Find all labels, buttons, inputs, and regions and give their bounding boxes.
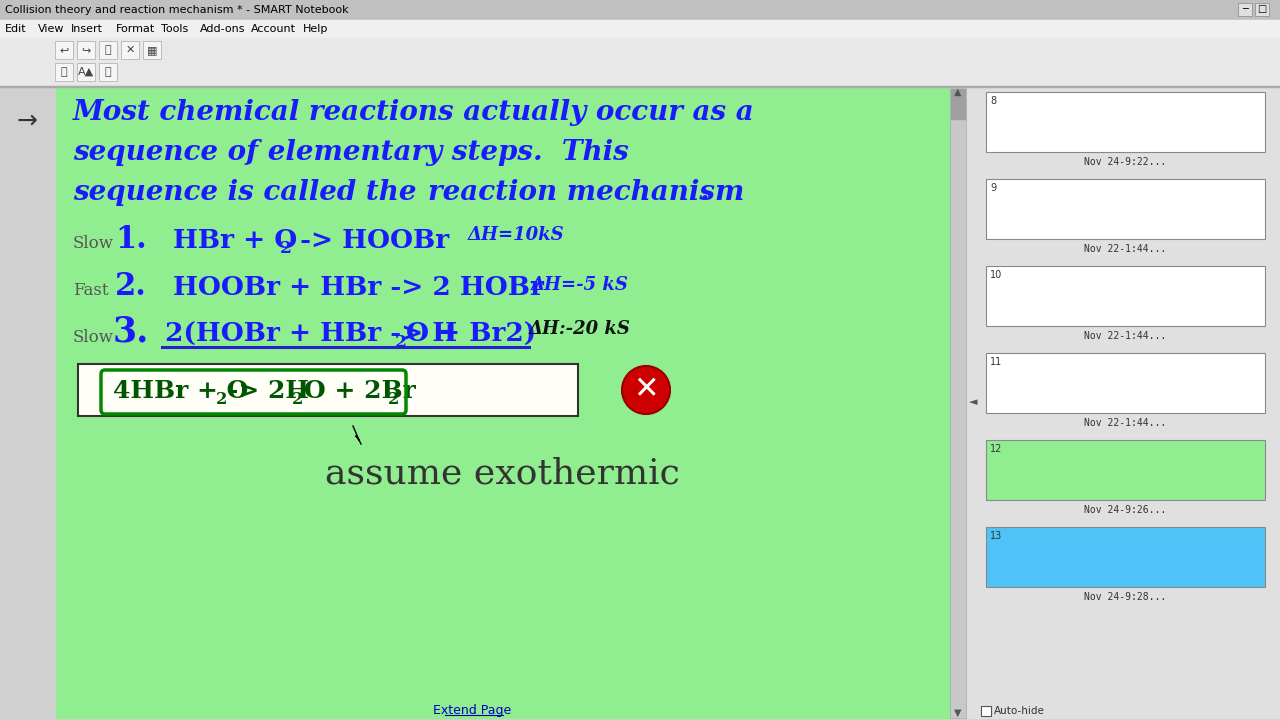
Text: 2.: 2. <box>115 271 147 302</box>
Text: Extend Page: Extend Page <box>434 704 512 717</box>
Text: ✕: ✕ <box>634 376 659 405</box>
Bar <box>55 63 73 81</box>
Text: ↩: ↩ <box>59 45 69 55</box>
Text: 2: 2 <box>216 391 228 408</box>
Bar <box>986 179 1265 239</box>
Text: □: □ <box>1257 4 1267 14</box>
Bar <box>986 440 1265 500</box>
Text: ◄: ◄ <box>969 397 978 408</box>
Text: 12: 12 <box>989 444 1002 454</box>
Bar <box>143 41 161 59</box>
Bar <box>0 86 55 720</box>
Text: Fast: Fast <box>73 282 109 299</box>
Bar <box>77 41 95 59</box>
Text: Most chemical reactions actually occur as a: Most chemical reactions actually occur a… <box>73 99 755 126</box>
Text: sequence of elementary steps.  This: sequence of elementary steps. This <box>73 139 628 166</box>
Bar <box>77 63 95 81</box>
Text: Nov 24-9:26...: Nov 24-9:26... <box>1084 505 1166 515</box>
Text: 📄: 📄 <box>60 67 68 77</box>
Text: Auto-hide: Auto-hide <box>995 706 1044 716</box>
Text: ▲: ▲ <box>955 87 961 97</box>
Text: ─: ─ <box>1242 4 1248 14</box>
Text: HBr + O: HBr + O <box>173 228 297 253</box>
Bar <box>986 266 1265 326</box>
Text: Tools: Tools <box>161 24 188 34</box>
Bar <box>99 63 116 81</box>
Text: ΔH:-20 kS: ΔH:-20 kS <box>529 320 631 338</box>
Text: Edit: Edit <box>5 24 27 34</box>
Text: Nov 22-1:44...: Nov 22-1:44... <box>1084 244 1166 254</box>
Text: assume exothermic: assume exothermic <box>325 456 680 490</box>
Text: ΔH=10kS: ΔH=10kS <box>468 226 564 244</box>
Text: ✕: ✕ <box>125 45 134 55</box>
Bar <box>0 38 1280 86</box>
Text: Insert: Insert <box>70 24 102 34</box>
Bar <box>950 87 966 718</box>
Text: Nov 22-1:44...: Nov 22-1:44... <box>1084 418 1166 428</box>
Bar <box>1254 3 1268 16</box>
Text: Nov 24-9:22...: Nov 24-9:22... <box>1084 157 1166 167</box>
Text: 2: 2 <box>280 240 292 257</box>
Text: sequence is called the: sequence is called the <box>73 179 426 206</box>
Bar <box>986 92 1265 152</box>
Bar <box>980 706 991 716</box>
Text: 3.: 3. <box>113 315 150 349</box>
Circle shape <box>622 366 669 414</box>
Text: ⬛: ⬛ <box>105 67 111 77</box>
Text: ΔH=-5 kS: ΔH=-5 kS <box>531 276 628 294</box>
Text: 13: 13 <box>989 531 1002 541</box>
Text: 2: 2 <box>292 391 303 408</box>
Text: HOOBr + HBr -> 2 HOBr: HOOBr + HBr -> 2 HOBr <box>173 275 544 300</box>
Text: Nov 24-9:28...: Nov 24-9:28... <box>1084 592 1166 602</box>
Text: -> HOOBr: -> HOOBr <box>291 228 449 253</box>
Text: 2: 2 <box>388 391 399 408</box>
Text: ▦: ▦ <box>147 45 157 55</box>
Bar <box>122 41 140 59</box>
Text: 9: 9 <box>989 183 996 193</box>
Text: 1.: 1. <box>115 224 147 255</box>
Bar <box>966 87 1280 718</box>
Text: O + 2Br: O + 2Br <box>305 379 416 403</box>
Bar <box>951 89 965 119</box>
Text: 4HBr + O: 4HBr + O <box>113 379 248 403</box>
Text: -> 2H: -> 2H <box>228 379 308 403</box>
Text: →: → <box>17 109 37 133</box>
Bar <box>78 364 579 416</box>
Bar <box>0 20 1280 38</box>
Text: Slow: Slow <box>73 329 114 346</box>
Text: 10: 10 <box>989 270 1002 280</box>
Text: Format: Format <box>115 24 155 34</box>
Bar <box>0 86 1280 87</box>
Bar <box>55 41 73 59</box>
Text: .: . <box>700 179 709 206</box>
Text: 8: 8 <box>989 96 996 106</box>
Text: 📄: 📄 <box>105 45 111 55</box>
Text: 2(HOBr + HBr -> H: 2(HOBr + HBr -> H <box>165 322 457 347</box>
Bar <box>1238 3 1252 16</box>
Text: Nov 22-1:44...: Nov 22-1:44... <box>1084 331 1166 341</box>
Bar <box>55 87 950 718</box>
Text: O + Br2): O + Br2) <box>406 322 536 347</box>
Text: 11: 11 <box>989 357 1002 367</box>
Text: Help: Help <box>303 24 328 34</box>
Bar <box>0 0 1280 20</box>
Bar <box>986 353 1265 413</box>
Text: Collision theory and reaction mechanism * - SMART Notebook: Collision theory and reaction mechanism … <box>5 5 348 15</box>
Text: Add-ons: Add-ons <box>200 24 246 34</box>
Text: View: View <box>38 24 64 34</box>
Text: ↪: ↪ <box>82 45 91 55</box>
Text: 2: 2 <box>396 334 407 351</box>
Text: Slow: Slow <box>73 235 114 252</box>
Text: ▼: ▼ <box>955 708 961 718</box>
Bar <box>986 527 1265 587</box>
Text: Account: Account <box>251 24 297 34</box>
Text: A▲: A▲ <box>78 67 93 77</box>
Text: reaction mechanism: reaction mechanism <box>428 179 745 206</box>
Bar <box>99 41 116 59</box>
